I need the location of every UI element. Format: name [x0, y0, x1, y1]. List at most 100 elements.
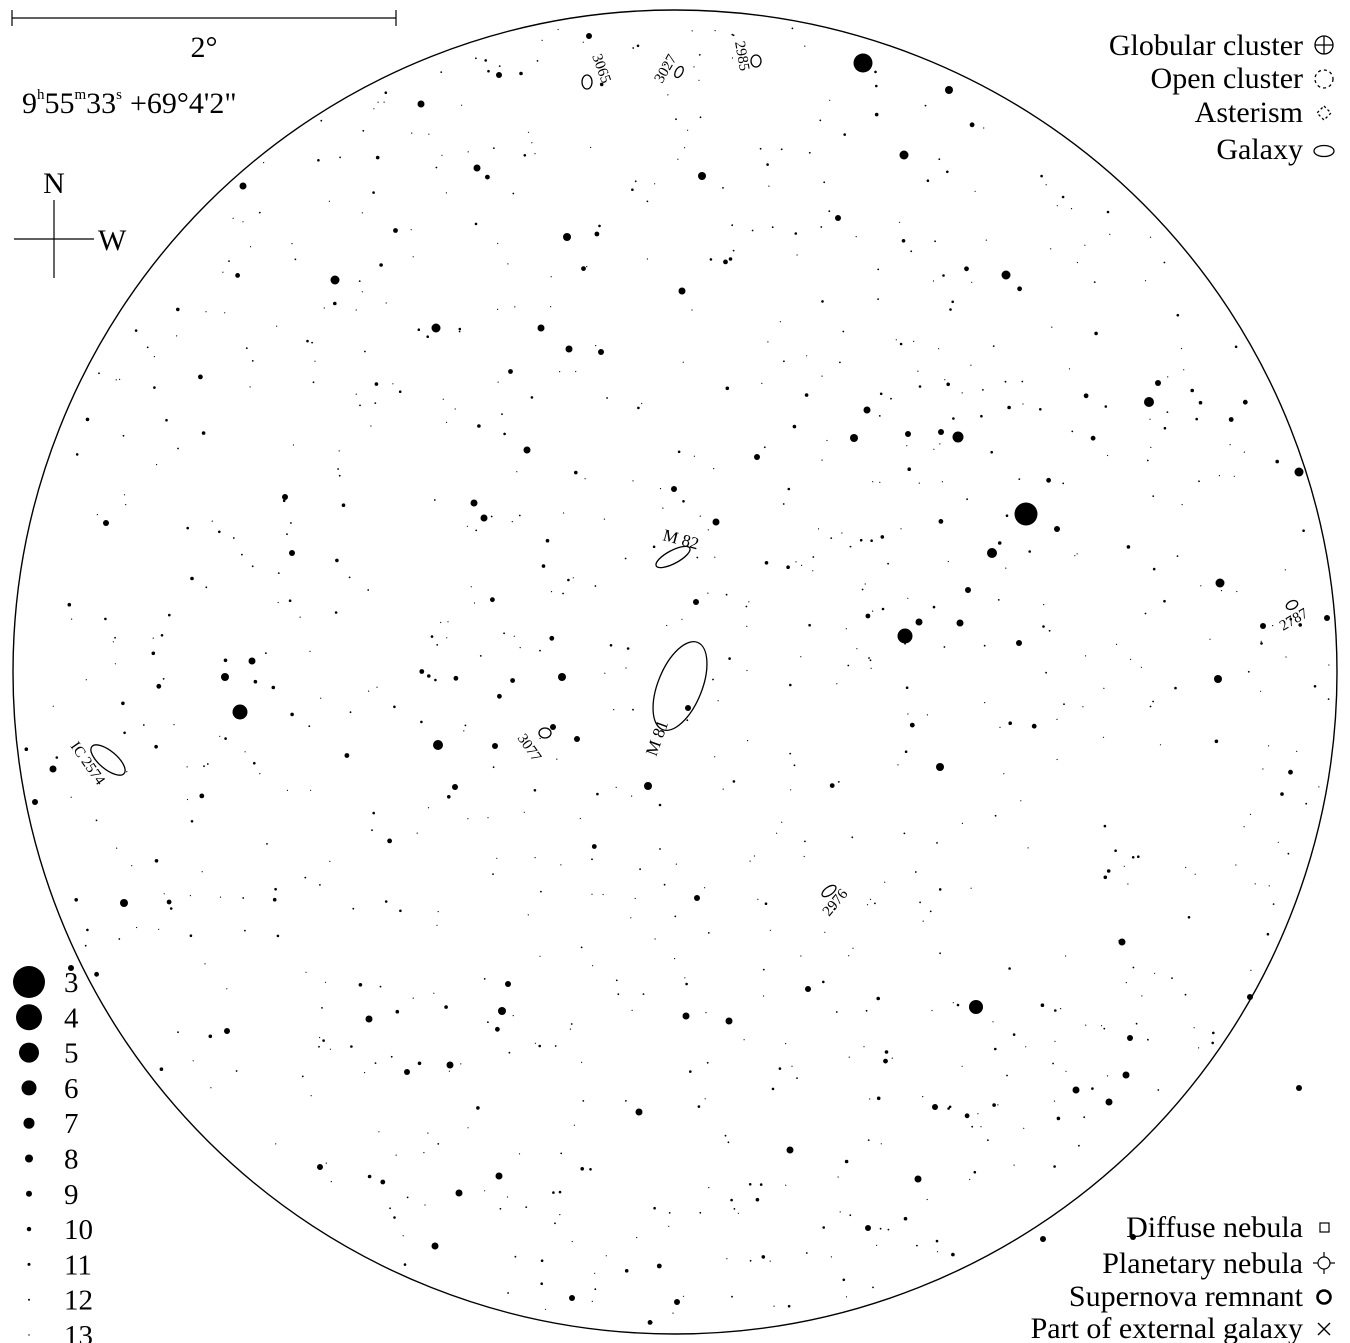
faint-star: [730, 1198, 733, 1202]
faint-star: [119, 378, 121, 380]
faint-star: [559, 676, 561, 678]
faint-star: [1046, 477, 1051, 483]
bright-star: [498, 1007, 506, 1015]
bright-star: [1296, 1085, 1302, 1091]
faint-star: [235, 1070, 238, 1072]
faint-star: [865, 613, 871, 619]
faint-star: [390, 1055, 393, 1058]
faint-star: [687, 129, 689, 131]
bright-star: [492, 743, 498, 749]
faint-star: [1149, 418, 1151, 420]
faint-star: [1131, 856, 1135, 859]
faint-star: [997, 599, 1000, 601]
faint-star: [704, 887, 706, 889]
ra-hours-unit: h: [37, 87, 45, 103]
faint-star: [447, 795, 451, 799]
faint-star: [506, 1196, 509, 1198]
faint-star: [631, 795, 633, 797]
faint-star: [748, 1183, 752, 1186]
faint-star: [1209, 638, 1211, 640]
faint-star: [926, 179, 930, 182]
faint-star: [205, 586, 208, 589]
faint-star: [550, 306, 552, 308]
faint-star: [186, 526, 189, 530]
faint-star: [277, 601, 279, 604]
deep-sky-objects: M 82 M 81 3077 IC 2574 2976 2787 3065 30…: [67, 40, 1312, 920]
faint-star: [341, 503, 346, 508]
faint-star: [545, 538, 550, 543]
faint-star: [322, 1039, 325, 1042]
faint-star: [292, 444, 294, 446]
faint-star: [845, 1296, 848, 1298]
faint-star: [781, 821, 783, 823]
faint-star: [591, 858, 593, 861]
faint-star: [592, 965, 594, 967]
faint-star: [1127, 883, 1129, 885]
faint-star: [1084, 244, 1086, 246]
faint-star: [510, 678, 515, 683]
faint-star: [560, 1152, 563, 1155]
faint-star: [829, 783, 835, 788]
faint-star: [964, 266, 969, 272]
faint-star: [210, 1087, 212, 1089]
faint-star: [674, 915, 677, 918]
faint-star: [348, 576, 351, 579]
faint-star: [232, 217, 234, 219]
faint-star: [926, 714, 929, 716]
faint-star: [154, 859, 159, 863]
bright-star: [431, 1242, 439, 1250]
faint-star: [922, 920, 924, 922]
bright-star: [1247, 994, 1253, 1000]
faint-star: [790, 789, 792, 791]
faint-star: [1296, 750, 1298, 753]
faint-star: [154, 744, 158, 749]
faint-star: [596, 792, 599, 796]
faint-star: [1054, 1040, 1056, 1042]
faint-star: [458, 330, 461, 333]
faint-star: [1022, 403, 1024, 405]
faint-star: [956, 1003, 960, 1007]
faint-star: [1115, 643, 1118, 646]
faint-star: [512, 192, 515, 195]
faint-star: [420, 720, 423, 724]
faint-star: [1272, 625, 1274, 627]
faint-star: [636, 1236, 638, 1239]
faint-star: [780, 148, 783, 151]
faint-star: [880, 1143, 882, 1145]
faint-star: [624, 1269, 629, 1273]
faint-star: [266, 843, 268, 845]
faint-star: [591, 893, 593, 895]
faint-star: [192, 1060, 194, 1062]
faint-star: [766, 163, 769, 166]
faint-star: [682, 500, 685, 503]
faint-star: [177, 447, 179, 450]
faint-star: [874, 112, 879, 117]
faint-star: [591, 1300, 593, 1302]
faint-star: [684, 147, 686, 149]
faint-star: [379, 985, 382, 988]
faint-star: [598, 224, 601, 228]
faint-star: [1056, 205, 1058, 207]
faint-star: [971, 281, 973, 283]
faint-star: [241, 553, 243, 556]
faint-star: [372, 811, 376, 815]
faint-star: [728, 257, 733, 261]
bright-star: [1130, 1234, 1136, 1240]
faint-star: [985, 239, 987, 241]
faint-star: [554, 1222, 556, 1225]
faint-star: [389, 1207, 391, 1210]
faint-star: [253, 761, 256, 765]
faint-star: [395, 1154, 397, 1156]
faint-star: [1076, 553, 1078, 555]
faint-star: [1065, 955, 1067, 957]
faint-star: [709, 258, 713, 261]
bright-star: [433, 740, 443, 750]
faint-star: [983, 127, 985, 129]
faint-star: [1260, 642, 1263, 645]
faint-star: [507, 263, 509, 265]
faint-star: [402, 1235, 404, 1237]
faint-star: [632, 708, 634, 711]
faint-star: [997, 1104, 999, 1106]
magnitude-label-7: 7: [64, 1108, 79, 1140]
